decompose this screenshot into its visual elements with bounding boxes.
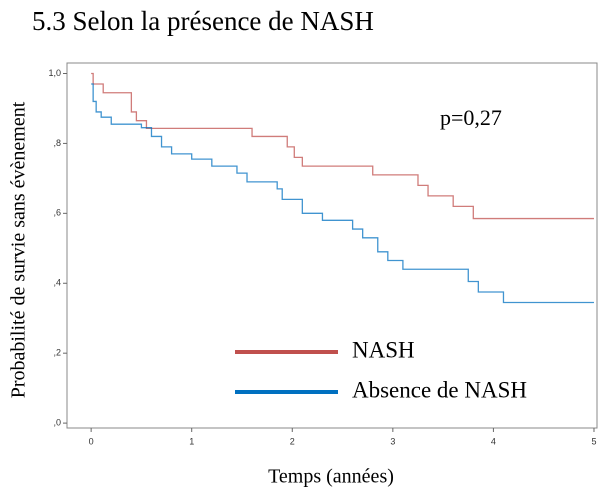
plot-frame [66, 62, 598, 429]
y-tick-label: ,8 [53, 138, 61, 148]
legend-label: Absence de NASH [352, 377, 527, 402]
x-tick-label: 3 [390, 436, 395, 446]
x-axis-label: Temps (années) [268, 466, 394, 488]
survival-curve [91, 83, 594, 304]
x-tick-label: 2 [290, 436, 295, 446]
annotation: p=0,27 [440, 105, 502, 130]
x-tick-label: 5 [591, 436, 596, 446]
x-tick-label: 0 [89, 436, 94, 446]
y-axis-label: Probabilité de survie sans évènement [8, 101, 30, 398]
y-tick-label: ,6 [53, 208, 61, 218]
y-tick-label: 1,0 [48, 68, 61, 78]
y-tick-label: ,0 [53, 417, 61, 427]
chart-title: 5.3 Selon la présence de NASH [32, 6, 374, 36]
y-tick-label: ,2 [53, 348, 61, 358]
survival-curve [91, 72, 594, 220]
legend-label: NASH [352, 337, 415, 362]
x-tick-label: 4 [491, 436, 496, 446]
y-tick-label: ,4 [53, 278, 61, 288]
x-tick-label: 1 [189, 436, 194, 446]
